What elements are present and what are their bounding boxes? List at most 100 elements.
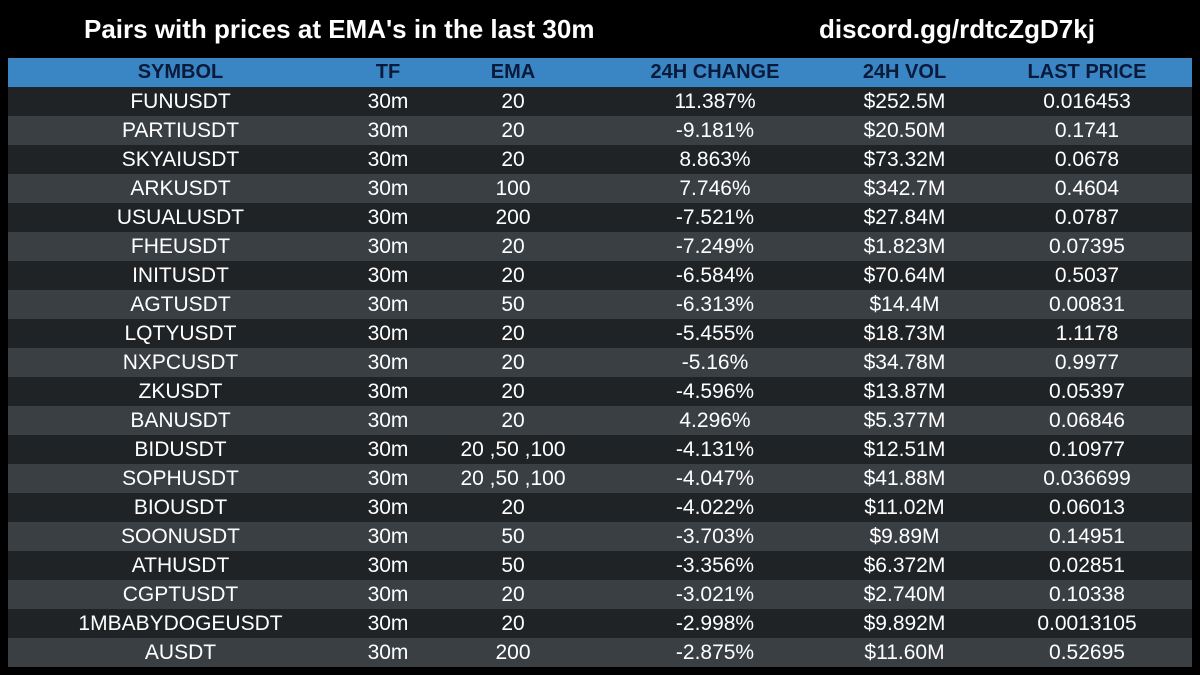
last-price-cell: 0.14951 [1049,524,1125,548]
page-title: Pairs with prices at EMA's in the last 3… [84,14,595,44]
symbol-cell: ARKUSDT [130,176,231,200]
volume-cell: $9.89M [869,524,940,548]
last-price-cell: 0.02851 [1049,553,1125,577]
change-cell: -6.584% [675,263,755,287]
last-price-cell: 0.07395 [1049,234,1125,258]
volume-cell: $27.84M [863,205,946,229]
ema-cell: 20 [501,379,525,403]
table-row: FUNUSDT 30m 20 11.387% $252.5M 0.016453 [8,87,1192,116]
symbol-cell: 1MBABYDOGEUSDT [78,611,283,635]
symbol-cell: NXPCUSDT [122,350,239,374]
tf-cell: 30m [367,640,409,664]
tf-cell: 30m [367,147,409,171]
change-cell: 4.296% [679,408,751,432]
symbol-cell: USUALUSDT [116,205,245,229]
volume-cell: $2.740M [863,582,946,606]
symbol-cell: BIOUSDT [133,495,228,519]
volume-cell: $13.87M [863,379,946,403]
change-cell: -3.021% [675,582,755,606]
symbol-cell: CGPTUSDT [122,582,239,606]
table-body: FUNUSDT 30m 20 11.387% $252.5M 0.016453 PARTIU… [8,87,1192,667]
column-header-ema[interactable]: EMA [490,61,536,83]
ema-cell: 20 [501,89,525,113]
tf-cell: 30m [367,321,409,345]
symbol-cell: INITUSDT [132,263,229,287]
column-header-symbol[interactable]: SYMBOL [137,61,224,83]
change-cell: -4.131% [675,437,755,461]
change-cell: -7.521% [675,205,755,229]
last-price-cell: 0.1741 [1054,118,1120,142]
volume-cell: $20.50M [863,118,946,142]
tf-cell: 30m [367,89,409,113]
symbol-cell: ZKUSDT [138,379,223,403]
volume-cell: $9.892M [863,611,946,635]
table-row: AGTUSDT 30m 50 -6.313% $14.4M 0.00831 [8,290,1192,319]
volume-cell: $5.377M [863,408,946,432]
table-row: CGPTUSDT 30m 20 -3.021% $2.740M 0.10338 [8,580,1192,609]
discord-invite-link[interactable]: discord.gg/rdtcZgD7kj [819,14,1095,44]
tf-cell: 30m [367,350,409,374]
volume-cell: $41.88M [863,466,946,490]
last-price-cell: 0.0013105 [1037,611,1137,635]
tf-cell: 30m [367,379,409,403]
last-price-cell: 0.06013 [1049,495,1125,519]
ema-cell: 20 [501,350,525,374]
change-cell: -5.455% [675,321,755,345]
ema-cell: 20 [501,263,525,287]
tf-cell: 30m [367,205,409,229]
symbol-cell: SKYAIUSDT [121,147,240,171]
table-row: 1MBABYDOGEUSDT 30m 20 -2.998% $9.892M 0.00131… [8,609,1192,638]
tf-cell: 30m [367,553,409,577]
last-price-cell: 0.4604 [1054,176,1120,200]
volume-cell: $70.64M [863,263,946,287]
change-cell: -4.596% [675,379,755,403]
table-row: USUALUSDT 30m 200 -7.521% $27.84M 0.0787 [8,203,1192,232]
table-row: ZKUSDT 30m 20 -4.596% $13.87M 0.05397 [8,377,1192,406]
ema-cell: 20 [501,147,525,171]
table-row: SKYAIUSDT 30m 20 8.863% $73.32M 0.0678 [8,145,1192,174]
volume-cell: $34.78M [863,350,946,374]
header: Pairs with prices at EMA's in the last 3… [0,0,1200,58]
ema-cell: 20 [501,408,525,432]
ema-cell: 20 [501,118,525,142]
table-row: FHEUSDT 30m 20 -7.249% $1.823M 0.07395 [8,232,1192,261]
tf-cell: 30m [367,292,409,316]
symbol-cell: BANUSDT [130,408,231,432]
table-row: INITUSDT 30m 20 -6.584% $70.64M 0.5037 [8,261,1192,290]
ema-cell: 50 [501,553,525,577]
change-cell: -5.16% [681,350,749,374]
last-price-cell: 0.00831 [1049,292,1125,316]
table-row: ARKUSDT 30m 100 7.746% $342.7M 0.4604 [8,174,1192,203]
ema-cell: 20 [501,495,525,519]
column-header-tf[interactable]: TF [375,61,401,83]
table-row: PARTIUSDT 30m 20 -9.181% $20.50M 0.1741 [8,116,1192,145]
symbol-cell: SOONUSDT [120,524,240,548]
symbol-cell: BIDUSDT [134,437,227,461]
table-row: ATHUSDT 30m 50 -3.356% $6.372M 0.02851 [8,551,1192,580]
change-cell: -2.998% [675,611,755,635]
tf-cell: 30m [367,495,409,519]
volume-cell: $12.51M [863,437,946,461]
table-header-row: SYMBOL TF EMA 24H CHANGE 24H VOL LAST PR… [8,58,1192,87]
tf-cell: 30m [367,582,409,606]
last-price-cell: 0.0678 [1054,147,1120,171]
ema-cell: 200 [495,205,531,229]
tf-cell: 30m [367,263,409,287]
ema-cell: 50 [501,524,525,548]
ema-cell: 20 ,50 ,100 [460,466,566,490]
symbol-cell: PARTIUSDT [121,118,240,142]
table-row: BIOUSDT 30m 20 -4.022% $11.02M 0.06013 [8,493,1192,522]
column-header-24h-vol[interactable]: 24H VOL [862,61,947,83]
last-price-cell: 0.10977 [1049,437,1125,461]
change-cell: 11.387% [674,89,756,113]
last-price-cell: 0.9977 [1054,350,1120,374]
change-cell: -4.022% [675,495,755,519]
symbol-cell: LQTYUSDT [124,321,237,345]
table-row: AUSDT 30m 200 -2.875% $11.60M 0.52695 [8,638,1192,667]
table-row: NXPCUSDT 30m 20 -5.16% $34.78M 0.9977 [8,348,1192,377]
column-header-last-price[interactable]: LAST PRICE [1027,61,1147,83]
column-header-24h-change[interactable]: 24H CHANGE [650,61,780,83]
volume-cell: $73.32M [863,147,946,171]
ema-cell: 20 [501,321,525,345]
change-cell: -3.703% [675,524,755,548]
